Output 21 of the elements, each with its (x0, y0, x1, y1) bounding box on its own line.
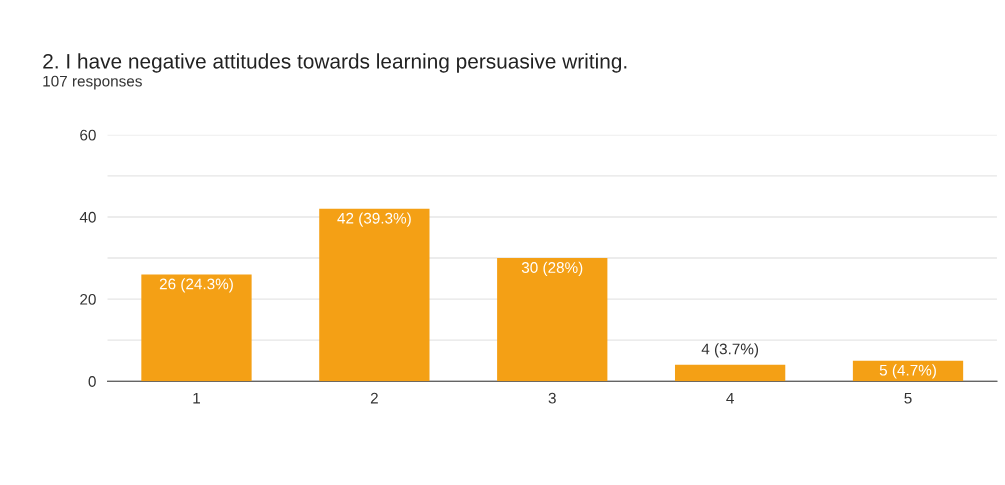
data-label: 5 (4.7%) (879, 364, 936, 379)
x-tick-label: 5 (904, 392, 912, 404)
data-label: 42 (39.3%) (337, 212, 411, 227)
data-label: 4 (3.7%) (701, 343, 759, 358)
chart-subtitle: 107 responses (43, 75, 142, 90)
y-tick-label: 60 (80, 129, 96, 141)
bar (852, 360, 964, 382)
bar (674, 364, 786, 382)
x-tick-label: 1 (193, 392, 200, 404)
y-tick-label: 0 (88, 376, 96, 387)
x-tick-label: 3 (548, 392, 556, 404)
chart-title: 2. I have negative attitudes towards learning persuasive writing. (43, 53, 627, 73)
x-tick-label: 2 (370, 392, 378, 404)
data-label: 26 (24.3%) (159, 278, 233, 293)
bar (141, 274, 252, 382)
bar (497, 258, 608, 382)
data-label: 30 (28%) (521, 261, 583, 276)
y-tick-label: 20 (80, 293, 96, 305)
bar (319, 208, 430, 382)
x-tick-label: 4 (726, 392, 734, 404)
y-tick-label: 40 (79, 211, 96, 223)
